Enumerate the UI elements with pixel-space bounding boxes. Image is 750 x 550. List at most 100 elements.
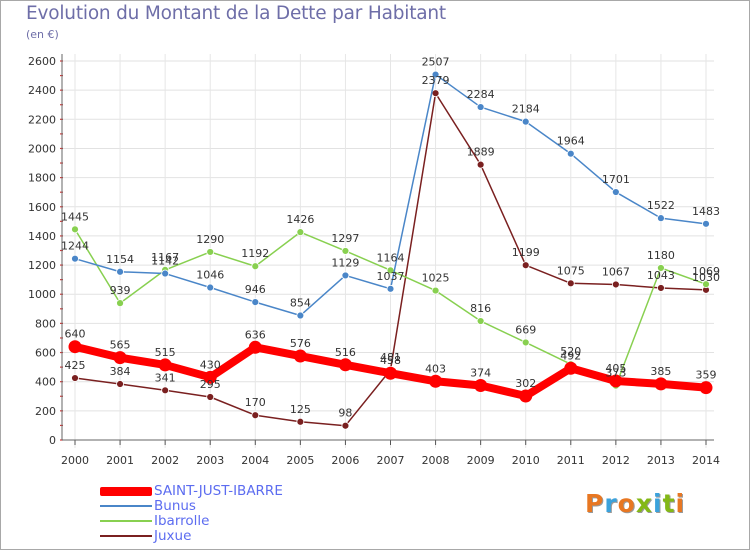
data-point-ibarrolle	[702, 280, 710, 289]
legend-swatch-bunus	[100, 505, 152, 507]
y-tick-label: 2400	[28, 84, 56, 97]
data-label-bunus: 1244	[61, 240, 89, 253]
data-point-saint-just-ibarre	[203, 370, 217, 384]
y-tick-label: 2000	[28, 142, 56, 155]
data-label-ibarrolle: 669	[515, 323, 536, 336]
x-tick-label: 2010	[512, 454, 540, 467]
data-point-saint-just-ibarre	[158, 358, 172, 372]
data-point-ibarrolle	[341, 247, 350, 255]
logo-letter: x	[635, 489, 653, 518]
data-point-juxue	[657, 284, 665, 292]
data-point-juxue	[161, 386, 170, 395]
data-point-juxue	[251, 411, 260, 420]
data-point-bunus	[341, 271, 350, 280]
data-point-bunus	[476, 103, 485, 111]
data-label-ibarrolle: 1025	[422, 272, 450, 285]
data-point-bunus	[296, 311, 305, 320]
x-tick-label: 2006	[331, 454, 359, 467]
data-point-saint-just-ibarre	[248, 340, 262, 354]
data-label-saint-just-ibarre: 492	[560, 349, 581, 362]
legend-swatch-saint-just-ibarre	[100, 487, 152, 496]
data-point-bunus	[521, 117, 530, 126]
y-tick-label: 200	[35, 405, 56, 418]
data-point-juxue	[116, 380, 124, 388]
data-label-bunus: 1129	[331, 256, 359, 269]
data-label-bunus: 2507	[422, 56, 450, 69]
data-label-juxue: 341	[155, 371, 176, 384]
data-label-bunus: 946	[245, 283, 266, 296]
y-tick-label: 800	[35, 317, 56, 330]
data-point-juxue	[476, 160, 485, 169]
data-label-saint-just-ibarre: 565	[110, 339, 131, 352]
data-label-ibarrolle: 1180	[647, 249, 675, 262]
data-label-bunus: 1483	[692, 205, 720, 218]
data-label-juxue: 1199	[512, 246, 540, 259]
data-label-saint-just-ibarre: 385	[650, 365, 671, 378]
data-label-bunus: 1037	[377, 270, 405, 283]
data-label-juxue: 384	[110, 365, 131, 378]
data-label-saint-just-ibarre: 430	[200, 358, 221, 371]
x-tick-label: 2002	[151, 454, 179, 467]
data-point-bunus	[431, 70, 440, 79]
data-point-saint-just-ibarre	[113, 351, 127, 365]
logo-letter: i	[653, 489, 663, 518]
data-label-juxue: 1043	[647, 269, 675, 282]
data-label-juxue: 125	[290, 403, 311, 416]
data-point-ibarrolle	[657, 264, 665, 272]
y-tick-label: 400	[35, 376, 56, 389]
data-label-ibarrolle: 1290	[196, 233, 224, 246]
chart-unit-label: (en €)	[26, 28, 59, 41]
x-tick-label: 2014	[692, 454, 720, 467]
data-label-bunus: 1046	[196, 269, 224, 282]
data-point-ibarrolle	[251, 262, 260, 271]
data-point-saint-just-ibarre	[519, 389, 533, 403]
data-label-bunus: 1142	[151, 255, 179, 268]
data-point-juxue	[566, 279, 575, 288]
y-tick-label: 1800	[28, 172, 56, 185]
data-point-juxue	[71, 374, 79, 382]
data-point-bunus	[251, 298, 260, 307]
data-label-saint-just-ibarre: 403	[425, 362, 446, 375]
data-point-saint-just-ibarre	[68, 340, 82, 354]
data-point-saint-just-ibarre	[654, 377, 668, 391]
data-point-ibarrolle	[116, 299, 124, 308]
data-point-saint-just-ibarre	[384, 366, 397, 380]
data-point-bunus	[657, 214, 665, 223]
legend-swatch-ibarrolle	[100, 520, 152, 522]
y-tick-label: 1600	[28, 201, 56, 214]
data-point-bunus	[702, 219, 710, 228]
x-tick-label: 2000	[61, 454, 89, 467]
data-point-ibarrolle	[206, 248, 215, 256]
data-point-bunus	[206, 283, 215, 292]
data-label-saint-just-ibarre: 640	[65, 328, 86, 341]
data-label-ibarrolle: 1164	[377, 251, 405, 264]
data-label-saint-just-ibarre: 516	[335, 346, 356, 359]
data-point-bunus	[116, 267, 124, 276]
data-label-juxue: 2379	[422, 74, 450, 87]
data-point-bunus	[566, 149, 575, 158]
logo-letter: o	[617, 489, 636, 518]
data-point-saint-just-ibarre	[429, 374, 443, 388]
data-label-juxue: 170	[245, 396, 266, 409]
data-point-bunus	[611, 188, 620, 196]
data-label-juxue: 425	[65, 359, 86, 372]
y-tick-label: 1200	[28, 259, 56, 272]
data-label-ibarrolle: 1297	[331, 232, 359, 245]
data-label-ibarrolle: 520	[560, 345, 581, 358]
data-point-ibarrolle	[71, 225, 79, 234]
x-tick-label: 2009	[467, 454, 495, 467]
data-label-ibarrolle: 1426	[286, 213, 314, 226]
data-label-ibarrolle: 939	[110, 284, 131, 297]
data-label-saint-just-ibarre: 405	[605, 362, 626, 375]
data-point-saint-just-ibarre	[564, 361, 578, 375]
data-point-bunus	[161, 269, 170, 278]
data-point-saint-just-ibarre	[474, 378, 488, 392]
data-point-saint-just-ibarre	[609, 374, 623, 388]
data-label-bunus: 1154	[106, 253, 134, 266]
logo-letter: P	[585, 489, 605, 518]
y-tick-label: 1000	[28, 288, 56, 301]
data-point-juxue	[521, 261, 530, 270]
proxiti-logo: Proxiti	[585, 489, 685, 518]
data-label-saint-just-ibarre: 359	[696, 369, 717, 382]
